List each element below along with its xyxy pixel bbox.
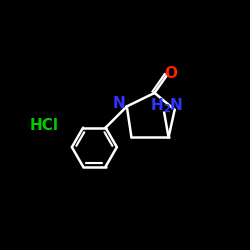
Text: HCl: HCl — [29, 118, 58, 132]
Text: N: N — [112, 96, 125, 111]
Text: H: H — [150, 98, 163, 113]
Text: N: N — [169, 98, 182, 113]
Text: O: O — [165, 66, 178, 81]
Text: 2: 2 — [164, 104, 170, 114]
